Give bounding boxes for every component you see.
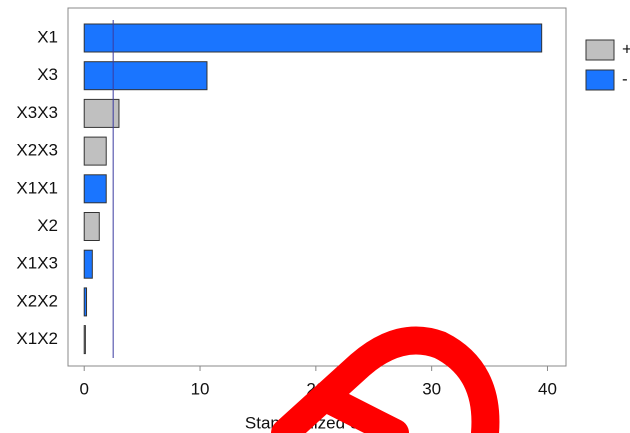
bar	[83, 325, 86, 355]
y-tick-label: X1X2	[16, 329, 58, 348]
legend-label: -	[622, 69, 628, 88]
x-tick-label: 10	[191, 379, 210, 398]
scribble	[271, 326, 500, 433]
legend-swatch	[585, 39, 615, 61]
y-tick-label: X1X3	[16, 254, 58, 273]
y-tick-label: X2X3	[16, 141, 58, 160]
x-tick-label: 40	[538, 379, 557, 398]
y-tick-label: X2	[37, 216, 58, 235]
bar	[83, 136, 107, 166]
bar	[83, 174, 107, 204]
x-tick-label: 0	[79, 379, 88, 398]
bar	[83, 61, 208, 91]
bar	[83, 249, 93, 279]
bar	[83, 98, 120, 128]
y-tick-label: X1X1	[16, 178, 58, 197]
legend-swatch	[585, 69, 615, 91]
bar	[83, 23, 543, 53]
x-tick-label: 30	[422, 379, 441, 398]
y-tick-label: X3X3	[16, 103, 58, 122]
bar	[83, 287, 88, 317]
bar	[83, 212, 100, 241]
legend-label: +	[622, 39, 630, 58]
y-tick-label: X2X2	[16, 291, 58, 310]
y-tick-label: X3	[37, 65, 58, 84]
y-tick-label: X1	[37, 27, 58, 46]
plot-frame	[67, 7, 567, 367]
